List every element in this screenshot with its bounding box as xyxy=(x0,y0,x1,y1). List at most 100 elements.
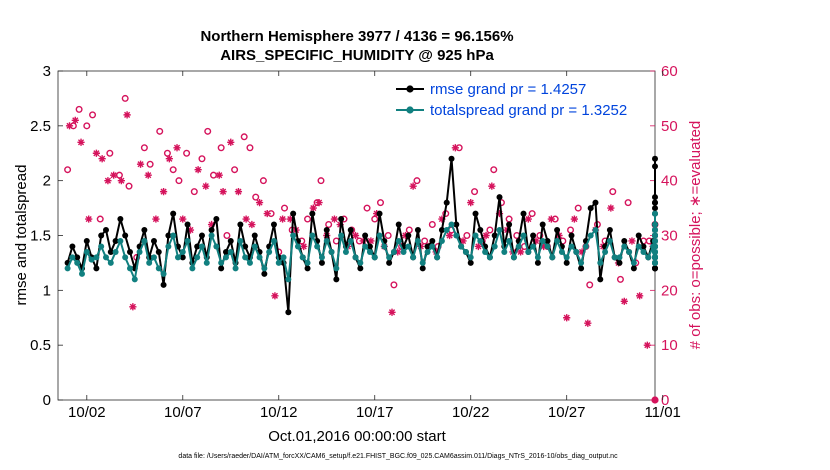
obs-evaluated-point xyxy=(278,215,287,223)
obs-evaluated-point xyxy=(286,215,294,223)
rmse-point xyxy=(443,199,450,206)
totalspread-point xyxy=(98,243,105,250)
x-tick-label: 10/27 xyxy=(548,404,586,421)
totalspread-point xyxy=(376,232,383,239)
obs-possible-point xyxy=(175,177,183,185)
rmse-point xyxy=(424,243,431,250)
obs-possible-point xyxy=(156,127,164,135)
totalspread-point xyxy=(280,254,287,261)
rmse-point xyxy=(506,221,513,228)
obs-evaluated-point xyxy=(271,292,279,300)
obs-possible-point xyxy=(384,231,392,239)
rmse-point xyxy=(640,243,647,250)
totalspread-point xyxy=(510,254,517,261)
rmse-point xyxy=(448,155,455,162)
obs-evaluated-point xyxy=(540,242,548,251)
totalspread-point xyxy=(122,254,129,261)
totalspread-point xyxy=(602,248,609,255)
rmse-point xyxy=(477,227,484,234)
rmse-point xyxy=(472,210,479,217)
obs-possible-point xyxy=(169,166,177,174)
totalspread-point xyxy=(515,243,522,250)
obs-possible-point xyxy=(624,199,632,207)
rmse-point xyxy=(141,227,148,234)
totalspread-point xyxy=(606,237,613,244)
totalspread-point xyxy=(525,248,532,255)
rmse-point xyxy=(621,237,628,244)
totalspread-point xyxy=(616,254,623,261)
obs-zero-marker xyxy=(651,396,659,404)
rmse-point xyxy=(98,232,105,239)
totalspread-point xyxy=(261,265,268,272)
rmse-point xyxy=(405,232,412,239)
obs-possible-point xyxy=(281,204,289,212)
rmse-point xyxy=(155,248,162,255)
left-tick-label: 1 xyxy=(43,282,51,299)
obs-possible-point xyxy=(616,275,624,283)
totalspread-point xyxy=(112,248,119,255)
rmse-point xyxy=(107,248,114,255)
obs-possible-point xyxy=(140,144,148,152)
totalspread-point xyxy=(563,254,570,261)
obs-evaluated-point xyxy=(482,231,490,240)
totalspread-point xyxy=(342,248,349,255)
totalspread-point xyxy=(410,254,417,261)
obs-possible-point xyxy=(471,188,479,196)
obs-evaluated-point xyxy=(643,341,651,349)
legend: rmse grand pr = 1.4257 totalspread grand… xyxy=(392,79,650,121)
rmse-point xyxy=(165,232,172,239)
totalspread-point xyxy=(314,243,321,250)
obs-possible-point xyxy=(304,215,312,223)
rmse-point xyxy=(592,199,599,206)
obs-evaluated-point xyxy=(194,166,202,174)
rmse-point xyxy=(69,243,76,250)
totalspread-point xyxy=(184,237,191,244)
obs-possible-point xyxy=(183,149,191,157)
totalspread-point xyxy=(405,243,412,250)
obs-evaluated-point xyxy=(104,177,112,185)
obs-evaluated-point xyxy=(459,237,467,245)
rmse-point xyxy=(652,194,658,201)
obs-possible-point xyxy=(96,215,104,223)
obs-evaluated-point xyxy=(467,199,475,207)
right-axis: 0 10 20 30 40 50 60 xyxy=(650,63,678,409)
rmse-point xyxy=(290,210,297,217)
rmse-point xyxy=(652,155,658,162)
obs-evaluated-point xyxy=(234,188,243,196)
rmse-point xyxy=(93,265,100,272)
totalspread-point xyxy=(64,265,71,272)
obs-possible-point xyxy=(223,231,231,239)
obs-possible-point xyxy=(146,160,154,168)
obs-evaluated-point xyxy=(165,155,173,163)
rmse-point xyxy=(429,237,436,244)
obs-evaluated-point xyxy=(110,171,118,179)
legend-rmse-label: rmse grand pr = 1.4257 xyxy=(430,81,586,98)
totalspread-point xyxy=(203,259,210,266)
totalspread-point xyxy=(652,221,658,228)
totalspread-point xyxy=(582,243,589,250)
obs-evaluated-point xyxy=(446,231,454,240)
totalspread-point xyxy=(78,270,85,277)
totalspread-point xyxy=(251,243,258,250)
x-tick-label: 10/17 xyxy=(356,404,394,421)
obs-possible-point xyxy=(317,177,325,185)
obs-possible-point xyxy=(75,105,83,113)
obs-evaluated-point xyxy=(123,111,131,119)
totalspread-point xyxy=(630,259,637,266)
rmse-point xyxy=(347,227,354,234)
obs-evaluated-point xyxy=(547,215,555,223)
totalspread-point xyxy=(136,248,143,255)
obs-evaluated-point xyxy=(309,204,317,212)
legend-totalspread-marker xyxy=(406,106,414,114)
obs-evaluated-markers xyxy=(65,111,657,349)
rmse-point xyxy=(530,232,537,239)
rmse-point xyxy=(102,227,109,234)
totalspread-point xyxy=(83,248,90,255)
totalspread-point xyxy=(304,259,311,266)
rmse-point xyxy=(652,199,658,206)
obs-evaluated-point xyxy=(330,215,339,223)
obs-evaluated-point xyxy=(242,215,250,223)
obs-possible-point xyxy=(204,127,212,135)
rmse-point xyxy=(467,259,474,266)
right-tick-label: 40 xyxy=(661,173,678,190)
